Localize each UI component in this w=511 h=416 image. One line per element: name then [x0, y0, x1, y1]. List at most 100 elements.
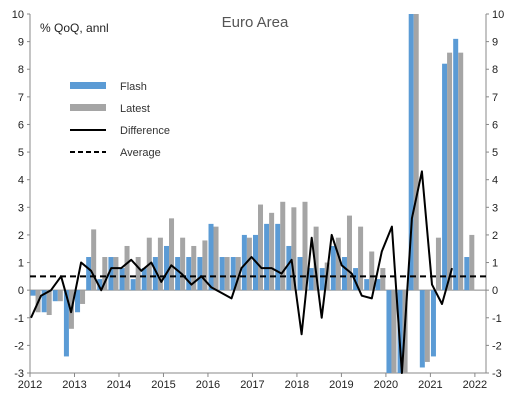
flash-bar: [341, 257, 347, 291]
flash-bar: [319, 268, 325, 291]
latest-bar: [469, 234, 475, 291]
flash-bar: [141, 268, 147, 291]
y-axis-label: % QoQ, annl: [40, 21, 109, 35]
legend-flash-swatch: [70, 82, 106, 89]
latest-bar: [124, 245, 130, 291]
latest-bar: [313, 226, 319, 291]
latest-bar: [458, 52, 464, 291]
flash-bar: [408, 14, 414, 291]
y-tick-label-right: 6: [492, 119, 498, 131]
flash-bar: [219, 257, 225, 291]
latest-bar: [235, 257, 241, 291]
flash-bar: [130, 279, 136, 291]
flash-bar: [353, 268, 359, 291]
tick-labels: -3 -3 -2 -2 -1 -1 0 0 1 1 2 2 3 3 4 4 5 5 6 6 7 7 8 8 9 9 10 10 2012…: [12, 9, 505, 391]
y-tick-label-right: 2: [492, 230, 498, 242]
flash-bar: [453, 38, 459, 291]
flash-bar: [230, 257, 236, 291]
latest-bar: [413, 14, 419, 291]
y-tick-label-right: 5: [492, 147, 498, 159]
x-tick-label: 2018: [285, 379, 309, 391]
legend-latest-swatch: [70, 104, 106, 111]
legend: Flash Latest Difference Average: [70, 81, 170, 159]
flash-bar: [63, 290, 69, 357]
y-tick-label-left: 5: [18, 147, 24, 159]
y-tick-label-left: -1: [14, 313, 24, 325]
latest-bar: [369, 251, 375, 291]
latest-bar: [246, 237, 252, 291]
flash-bar: [308, 268, 314, 291]
latest-bar: [224, 257, 230, 291]
x-tick-label: 2012: [18, 379, 42, 391]
y-tick-label-left: 9: [18, 37, 24, 49]
latest-bar: [102, 257, 108, 291]
x-tick-label: 2020: [374, 379, 398, 391]
latest-bar: [169, 218, 175, 291]
latest-bar: [302, 201, 308, 291]
flash-bars: [30, 14, 470, 373]
flash-bar: [430, 290, 436, 357]
flash-bar: [241, 234, 247, 291]
latest-bar: [447, 52, 453, 291]
y-tick-label-right: 7: [492, 92, 498, 104]
x-tick-label: 2017: [240, 379, 264, 391]
legend-average-label: Average: [120, 147, 161, 159]
flash-bar: [442, 63, 448, 291]
flash-bar: [41, 290, 47, 313]
latest-bar: [157, 237, 163, 291]
chart-title: Euro Area: [222, 14, 289, 31]
y-tick-label-right: -1: [492, 313, 502, 325]
latest-bar: [280, 201, 286, 291]
flash-bar: [264, 223, 270, 291]
latest-bar: [46, 290, 52, 316]
y-tick-label-left: 1: [18, 258, 24, 270]
axis-ticks: [27, 13, 489, 377]
latest-bar: [391, 290, 397, 373]
y-tick-label-right: 0: [492, 285, 498, 297]
latest-bar: [346, 215, 352, 291]
y-tick-label-right: 9: [492, 37, 498, 49]
difference-line-group: [30, 170, 453, 374]
flash-bar: [152, 257, 158, 291]
flash-bar: [52, 290, 58, 302]
y-tick-label-left: -3: [14, 368, 24, 380]
flash-bar: [286, 245, 292, 291]
y-tick-label-left: 3: [18, 202, 24, 214]
latest-bar: [113, 257, 119, 291]
flash-bar: [397, 290, 403, 373]
flash-bar: [197, 257, 203, 291]
difference-line: [30, 170, 453, 374]
y-tick-label-right: 10: [492, 9, 504, 21]
y-tick-label-left: 2: [18, 230, 24, 242]
flash-bar: [108, 257, 114, 291]
latest-bar: [335, 237, 341, 291]
legend-flash-label: Flash: [120, 81, 147, 93]
flash-bar: [330, 245, 336, 291]
x-tick-label: 2014: [107, 379, 131, 391]
latest-bar: [57, 290, 63, 302]
flash-bar: [97, 279, 103, 291]
y-tick-label-right: 3: [492, 202, 498, 214]
y-tick-label-right: -3: [492, 368, 502, 380]
flash-bar: [208, 223, 214, 291]
x-tick-label: 2016: [196, 379, 220, 391]
latest-bar: [424, 290, 430, 362]
y-tick-label-left: 0: [18, 285, 24, 297]
latest-bar: [258, 204, 264, 291]
flash-bar: [164, 245, 170, 291]
flash-bar: [297, 257, 303, 291]
y-tick-label-right: 8: [492, 64, 498, 76]
latest-bar: [358, 226, 364, 291]
flash-bar: [375, 279, 381, 291]
latest-bar: [135, 257, 141, 291]
y-tick-label-left: 7: [18, 92, 24, 104]
y-tick-label-right: 4: [492, 175, 498, 187]
flash-bar: [75, 290, 81, 313]
y-tick-label-left: 4: [18, 175, 24, 187]
latest-bar: [213, 226, 219, 291]
flash-bar: [30, 290, 36, 296]
flash-bar: [419, 290, 425, 368]
x-tick-label: 2022: [463, 379, 487, 391]
latest-bar: [269, 212, 275, 291]
